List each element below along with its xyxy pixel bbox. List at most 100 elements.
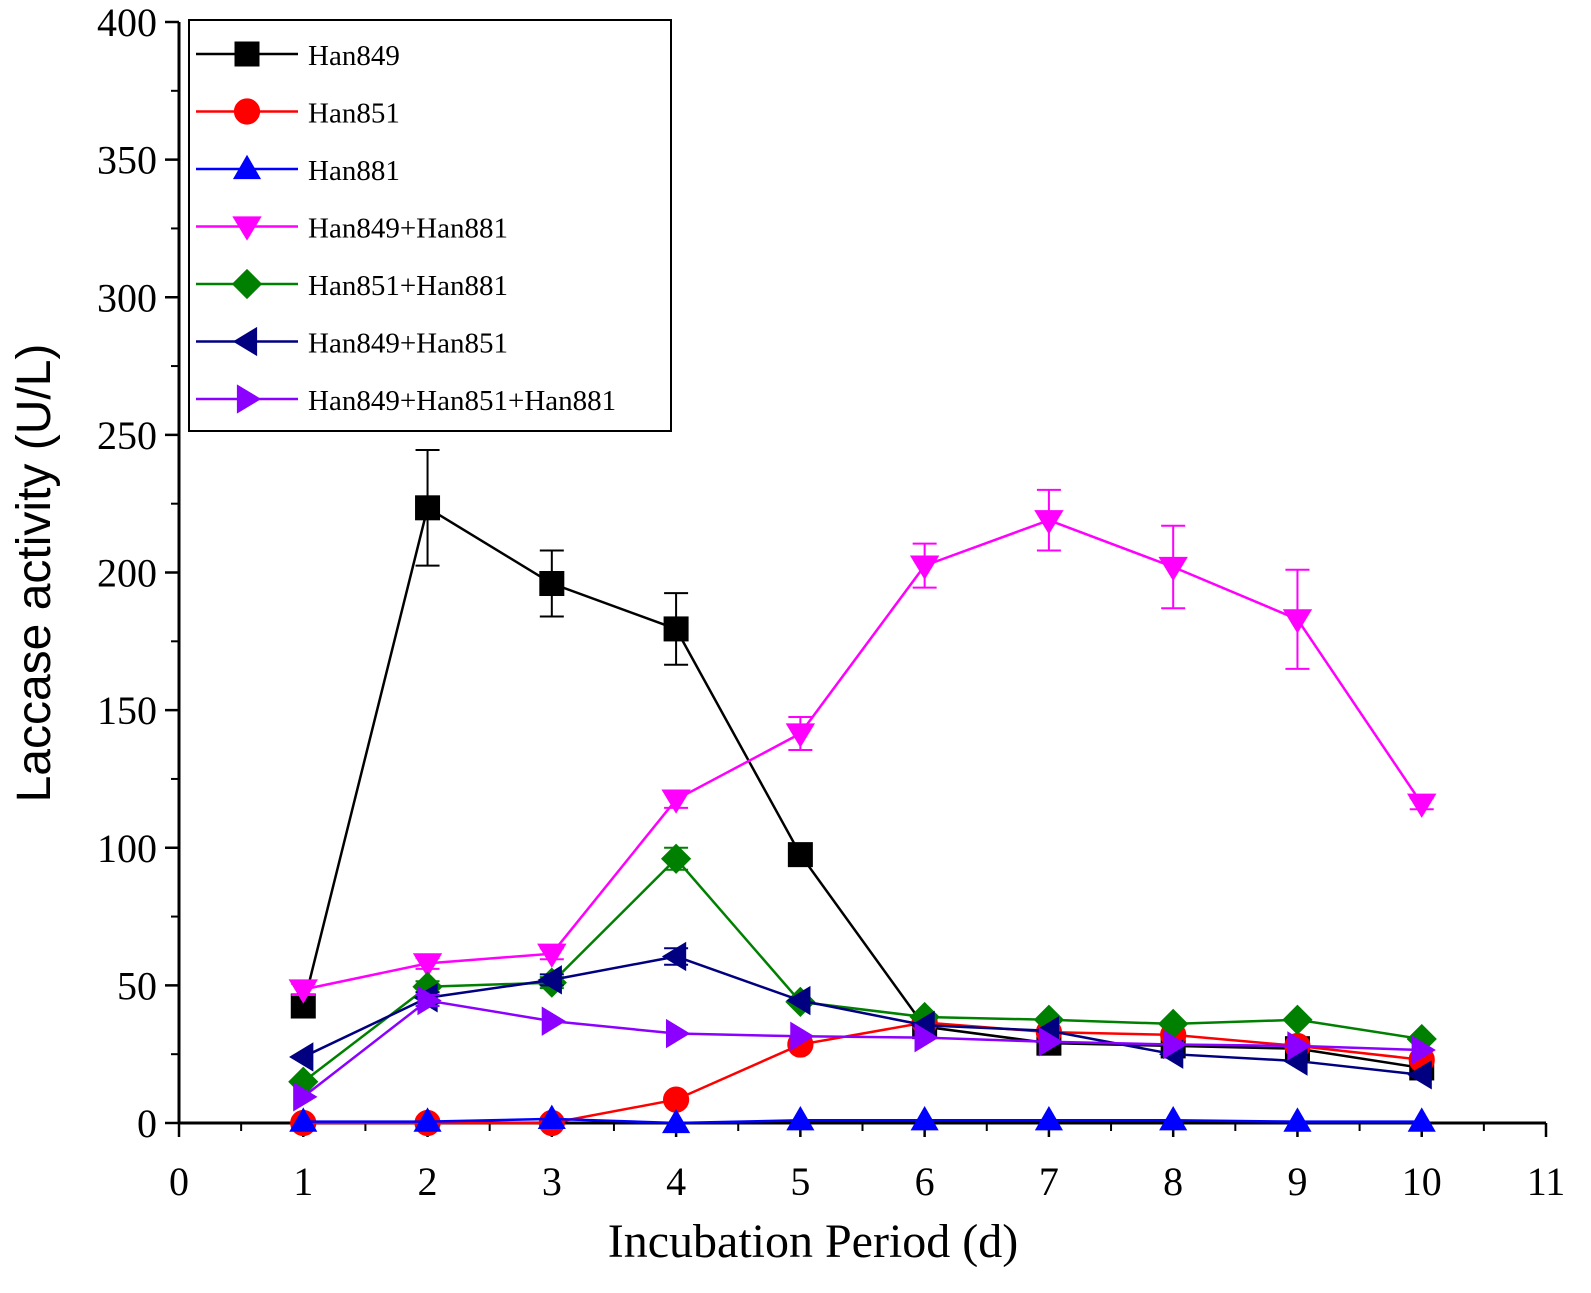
series-layer — [288, 449, 1437, 1137]
data-point — [1038, 1027, 1064, 1057]
series-han851 — [290, 1009, 1435, 1137]
legend-item: Han849 — [196, 40, 400, 72]
data-point — [1159, 1106, 1188, 1131]
data-point — [910, 1106, 939, 1131]
series-han851-han881 — [288, 843, 1437, 1097]
x-tick-label: 6 — [915, 1159, 935, 1204]
x-axis-title: Incubation Period (d) — [608, 1215, 1019, 1268]
data-point — [413, 1107, 442, 1132]
y-tick-label: 250 — [97, 413, 157, 458]
legend-item: Han849+Han851+Han881 — [196, 384, 616, 417]
legend-marker — [232, 216, 262, 241]
data-point — [1407, 1060, 1432, 1090]
data-point — [1407, 1107, 1436, 1132]
data-point — [665, 1018, 691, 1049]
data-point — [662, 1108, 691, 1134]
data-point — [790, 1021, 815, 1051]
series-line — [302, 856, 1422, 1083]
legend-marker — [231, 268, 263, 300]
series-line — [302, 955, 1422, 1077]
legend-label: Han881 — [308, 155, 400, 187]
y-tick-label: 400 — [97, 0, 157, 45]
data-point — [412, 953, 443, 978]
legend-marker — [233, 98, 261, 125]
legend-label: Han849+Han881 — [308, 213, 508, 245]
y-tick-label: 200 — [97, 551, 157, 596]
data-point — [541, 1006, 566, 1036]
y-axis-title: Laccase activity (U/L) — [8, 344, 61, 803]
y-tick-label: 100 — [97, 826, 157, 871]
series-han849-han851-han881 — [293, 985, 1436, 1112]
legend-marker — [236, 384, 262, 414]
data-point — [663, 616, 689, 642]
x-tick-label: 0 — [169, 1159, 189, 1204]
data-point — [1411, 1035, 1436, 1065]
data-point — [914, 1022, 939, 1053]
y-tick-label: 300 — [97, 275, 157, 320]
legend-item: Han851+Han881 — [196, 268, 508, 302]
data-point — [289, 1042, 314, 1072]
data-point — [417, 985, 442, 1016]
series-line — [303, 518, 1423, 991]
data-point — [537, 965, 562, 995]
data-point — [787, 842, 813, 868]
x-tick-label: 5 — [790, 1159, 810, 1204]
series-han849-han851 — [289, 941, 1432, 1090]
legend-item: Han881 — [196, 154, 400, 187]
series-line — [303, 1117, 1422, 1125]
y-tick-label: 150 — [97, 688, 157, 733]
data-point — [909, 555, 940, 580]
data-point — [537, 943, 567, 968]
x-tick-label: 1 — [293, 1159, 313, 1204]
data-point — [539, 571, 565, 597]
series-han881 — [289, 1104, 1436, 1134]
x-tick-label: 8 — [1163, 1159, 1183, 1204]
x-axis: 0 1 2 3 4 5 6 7 8 9 10 11 — [169, 1123, 1565, 1204]
data-point — [1163, 1029, 1188, 1060]
data-point — [537, 1104, 566, 1129]
data-point — [660, 843, 692, 874]
data-point — [1282, 609, 1313, 634]
legend: Han849 Han851 Han881 Han849+Han881 Han851+Ha… — [188, 19, 672, 432]
data-point — [1287, 1031, 1312, 1061]
data-point — [1158, 556, 1188, 582]
legend-marker — [232, 326, 258, 357]
x-tick-label: 9 — [1287, 1159, 1307, 1204]
legend-marker — [234, 41, 260, 67]
x-tick-label: 4 — [666, 1159, 686, 1204]
legend-marker — [232, 154, 262, 180]
data-point — [786, 1106, 815, 1131]
series-line — [302, 505, 1422, 1070]
data-point — [1282, 1004, 1313, 1035]
data-point — [785, 723, 816, 748]
x-tick-label: 10 — [1402, 1159, 1442, 1204]
data-point — [661, 941, 687, 972]
legend-label: Han851+Han881 — [308, 270, 508, 302]
legend-item: Han849+Han851 — [196, 326, 508, 360]
data-point — [1034, 1106, 1063, 1131]
y-axis: 0 50 100 150 200 250 300 350 400 — [97, 0, 179, 1146]
legend-label: Han851 — [308, 98, 400, 130]
legend-label: Han849+Han851 — [308, 328, 508, 360]
x-tick-label: 11 — [1527, 1159, 1566, 1204]
series-line — [303, 1021, 1422, 1125]
data-point — [661, 789, 691, 814]
y-tick-label: 350 — [97, 138, 157, 183]
series-line — [302, 999, 1422, 1098]
legend-label: Han849 — [308, 40, 400, 72]
data-point — [786, 985, 811, 1016]
legend-label: Han849+Han851+Han881 — [308, 385, 616, 417]
data-point — [662, 1086, 690, 1113]
x-tick-label: 3 — [542, 1159, 562, 1204]
data-point — [1407, 793, 1437, 818]
data-point — [288, 979, 318, 1004]
legend-item: Han849+Han881 — [196, 213, 508, 245]
data-point — [293, 1082, 318, 1112]
data-point — [289, 1107, 318, 1132]
data-point — [1283, 1107, 1312, 1132]
series-han849-han881 — [288, 488, 1437, 1004]
x-tick-label: 7 — [1039, 1159, 1059, 1204]
legend-item: Han851 — [196, 98, 400, 130]
x-tick-label: 2 — [418, 1159, 438, 1204]
